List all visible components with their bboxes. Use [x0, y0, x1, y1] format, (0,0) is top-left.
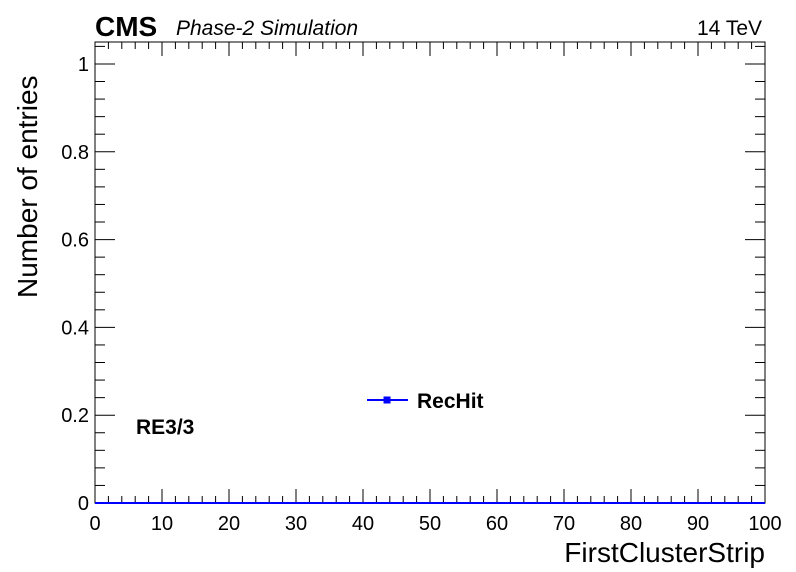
legend-marker: [383, 396, 391, 404]
x-tick-label: 50: [419, 513, 441, 535]
x-tick-label: 0: [89, 513, 100, 535]
cms-label: CMS: [95, 11, 157, 42]
axis-tick-labels: 0 10 20 30 40 50 60 70 80 90 100 0 0.2 0.4 0.6 0.8 1: [61, 54, 782, 535]
plot-frame: [94, 41, 766, 504]
x-tick-label: 90: [687, 513, 709, 535]
x-tick-label: 30: [285, 513, 307, 535]
x-tick-label: 70: [553, 513, 575, 535]
x-axis-title: FirstClusterStrip: [564, 537, 765, 568]
axis-ticks: [94, 42, 766, 504]
x-tick-label: 20: [218, 513, 240, 535]
y-tick-label: 0: [78, 493, 89, 515]
y-tick-label: 0.2: [61, 405, 89, 427]
legend: RecHit: [367, 390, 484, 413]
x-tick-label: 10: [151, 513, 173, 535]
region-label: RE3/3: [136, 416, 194, 439]
x-tick-label: 40: [352, 513, 374, 535]
y-tick-label: 1: [78, 54, 89, 76]
y-tick-label: 0.4: [61, 317, 89, 339]
y-axis-title: Number of entries: [12, 75, 43, 298]
legend-label-rechit: RecHit: [417, 390, 484, 413]
simulation-label: Phase-2 Simulation: [176, 17, 358, 40]
energy-label: 14 TeV: [697, 17, 762, 40]
y-tick-label: 0.6: [61, 230, 89, 252]
y-tick-label: 0.8: [61, 142, 89, 164]
x-tick-label: 60: [486, 513, 508, 535]
x-tick-label: 80: [620, 513, 642, 535]
x-tick-label: 100: [748, 513, 781, 535]
